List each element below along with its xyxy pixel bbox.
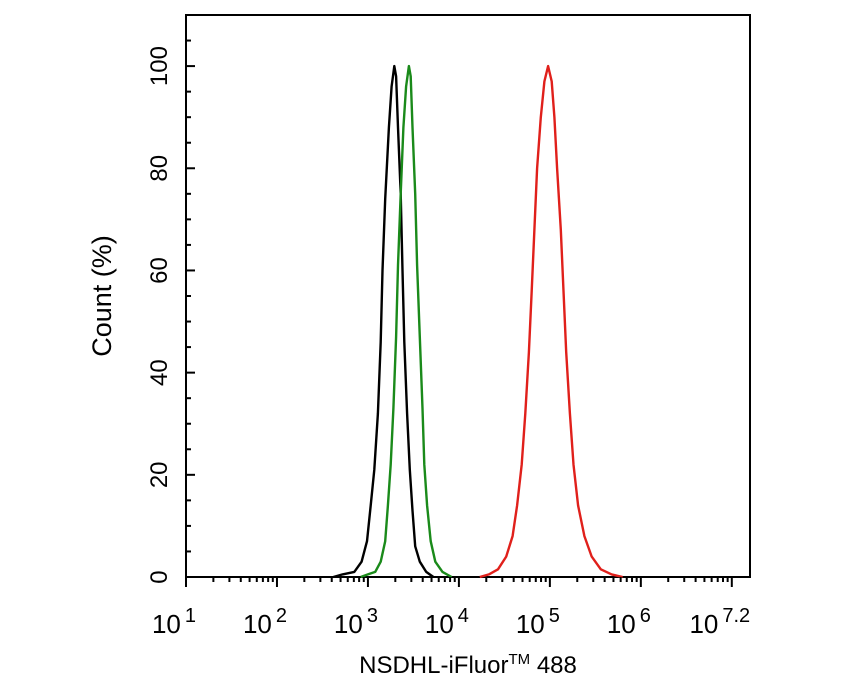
x-tick-label: 10 1 <box>152 605 196 639</box>
x-tick-label: 10 7.2 <box>689 605 750 639</box>
x-tick-label: 10 6 <box>607 605 651 639</box>
plot-frame <box>185 14 751 578</box>
x-tick-label: 10 5 <box>516 605 560 639</box>
histogram-curve-green <box>360 64 453 579</box>
histogram-curve-black <box>333 64 435 579</box>
y-tick-label: 0 <box>146 570 173 583</box>
y-tick-label: 80 <box>146 155 173 182</box>
y-axis: 0 20 40 60 80 100 <box>146 14 195 584</box>
x-tick-label: 10 4 <box>425 605 469 639</box>
histogram-curves <box>333 64 623 579</box>
x-axis-label: NSDHL-iFluorTM 488 <box>359 651 577 679</box>
histogram-curve-red <box>479 64 623 579</box>
y-tick-label: 40 <box>146 359 173 386</box>
y-tick-label: 60 <box>146 257 173 284</box>
x-tick-label: 10 2 <box>243 605 287 639</box>
y-tick-label: 20 <box>146 461 173 488</box>
y-axis-label: Count (%) <box>87 235 117 357</box>
x-tick-label: 10 3 <box>334 605 378 639</box>
y-tick-label: 100 <box>146 46 173 86</box>
x-axis: 10 1 10 2 10 3 10 4 10 5 10 6 10 7.2 <box>152 577 750 639</box>
